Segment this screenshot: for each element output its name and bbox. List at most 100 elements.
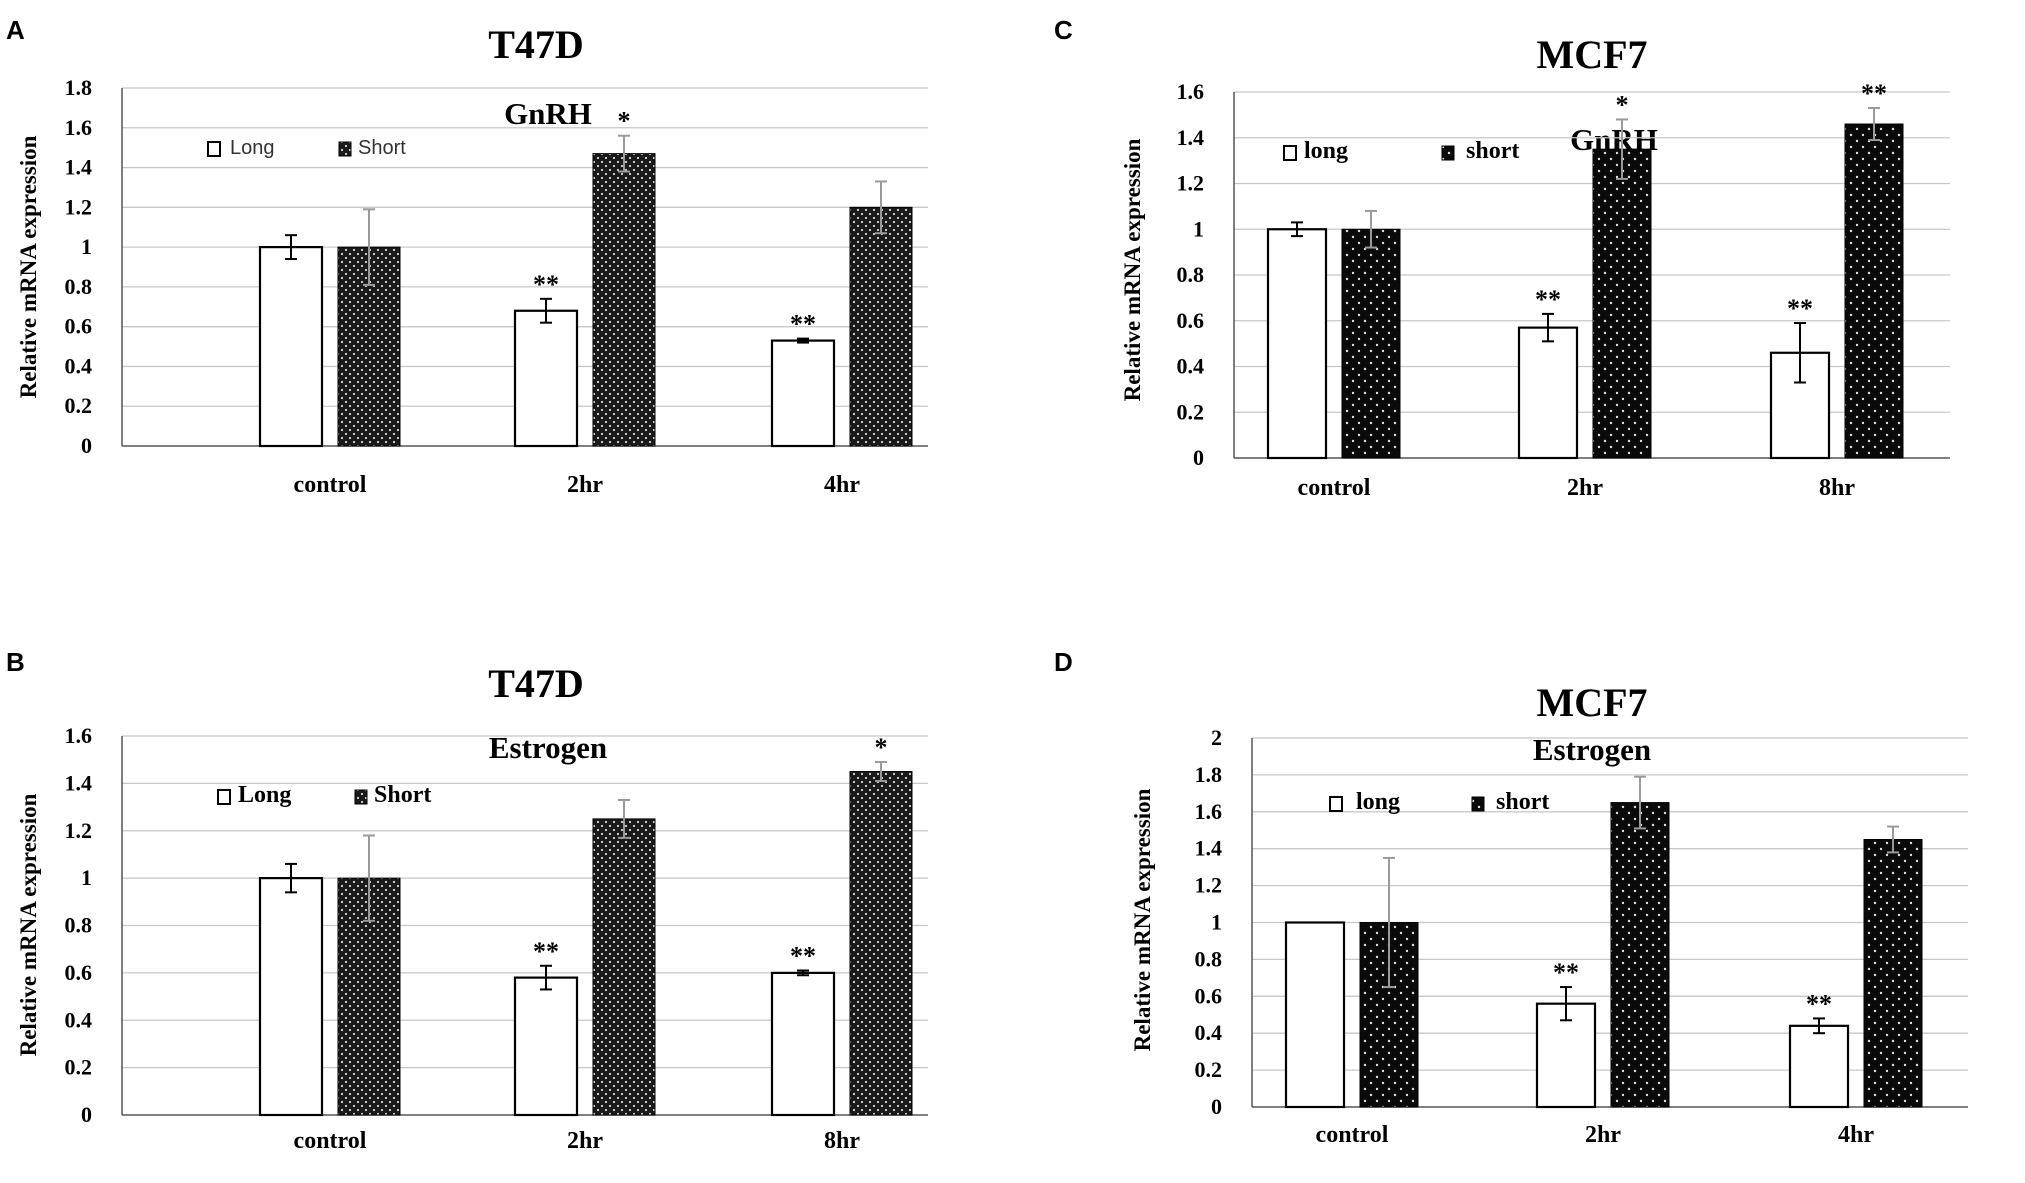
y-tick-label: 0.2: [1195, 1057, 1223, 1082]
significance-marker: **: [1535, 285, 1561, 314]
legend-swatch-short: [354, 789, 368, 805]
bar-long: [1517, 326, 1579, 460]
y-tick-label: 1.2: [1177, 171, 1205, 196]
y-tick-label: 1.6: [65, 115, 93, 140]
y-tick-label: 0.6: [1195, 983, 1223, 1008]
legend-label-long: Long: [238, 782, 291, 808]
bar-long: [770, 971, 836, 1117]
significance-marker: *: [618, 107, 631, 136]
y-tick-label: 1.4: [1177, 125, 1205, 150]
bar-long: [513, 976, 579, 1117]
bar-long: [770, 339, 836, 448]
legend-swatch-long: [1283, 145, 1297, 161]
legend-label-long: Long: [230, 137, 275, 159]
y-tick-label: 0.4: [65, 1007, 93, 1032]
chart-title: T47D: [488, 661, 584, 706]
bar-short: [592, 818, 656, 1116]
x-tick-label: control: [294, 472, 367, 498]
x-tick-label: control: [294, 1128, 367, 1154]
legend-label-short: short: [1466, 138, 1519, 164]
y-axis-label: Relative mRNA expression: [16, 135, 41, 398]
y-tick-label: 0.8: [65, 274, 93, 299]
y-tick-label: 1.4: [65, 770, 93, 795]
y-tick-label: 0.6: [65, 960, 93, 985]
panel-letter: D: [1054, 647, 1073, 677]
chart-panel-d: D MCF7 Estrogen 0 0.2 0.4 0.6 0.8 1 1.2 1.4 1.6 1.8 2…: [1054, 647, 1968, 1148]
y-tick-label: 0.8: [1177, 262, 1205, 287]
panel-letter: B: [6, 647, 25, 677]
panel-letter: C: [1054, 15, 1073, 45]
chart-title: MCF7: [1536, 32, 1647, 77]
bar-short: [849, 771, 913, 1116]
y-axis-label: Relative mRNA expression: [1130, 788, 1155, 1051]
significance-marker: **: [1787, 294, 1813, 323]
y-tick-label: 1.6: [65, 723, 93, 748]
y-tick-label: 0: [1211, 1094, 1222, 1119]
chart-panel-b: B T47D Estrogen 0 0.2 0.4 0.6 0.8 1 1.2 1.4 1.6 Rela…: [6, 647, 928, 1154]
x-tick-label: control: [1316, 1122, 1389, 1148]
chart-subtitle: GnRH: [504, 96, 592, 131]
bar-short: [592, 153, 656, 447]
significance-marker: *: [1616, 90, 1629, 119]
y-tick-label: 1: [1211, 910, 1222, 935]
significance-marker: *: [875, 733, 888, 762]
y-tick-label: 1.4: [65, 155, 93, 180]
legend-swatch-short: [1441, 145, 1455, 161]
y-tick-label: 1.2: [1195, 873, 1223, 898]
legend-label-long: long: [1304, 138, 1348, 164]
chart-panel-a: A T47D GnRH 0 0.2 0.4 0.6 0.8 1 1.2 1.4 1.6 1.8 Relat…: [6, 15, 928, 498]
y-tick-label: 0.4: [1177, 354, 1205, 379]
legend-label-short: Short: [358, 137, 406, 159]
x-tick-label: 8hr: [824, 1128, 860, 1154]
x-tick-label: 4hr: [1838, 1122, 1874, 1148]
y-tick-label: 0: [1193, 445, 1204, 470]
significance-marker: **: [790, 310, 816, 339]
y-tick-label: 1.6: [1177, 79, 1205, 104]
y-tick-label: 1.8: [65, 75, 93, 100]
legend-swatch-long: [207, 141, 221, 157]
chart-title: T47D: [488, 22, 584, 67]
bar-short: [1844, 123, 1904, 459]
y-tick-label: 1: [81, 234, 92, 259]
legend-label-short: short: [1496, 789, 1549, 815]
bar-short: [1610, 802, 1670, 1108]
x-tick-label: 2hr: [567, 472, 603, 498]
y-tick-label: 0.2: [65, 393, 93, 418]
y-tick-label: 0.6: [65, 314, 93, 339]
bar-long: [513, 309, 579, 448]
x-tick-label: control: [1298, 475, 1371, 501]
bar-long: [1788, 1024, 1850, 1109]
x-tick-label: 8hr: [1819, 475, 1855, 501]
bar-short: [849, 206, 913, 447]
bar-long: [258, 246, 324, 448]
bar-long: [1284, 921, 1346, 1109]
y-tick-label: 1: [81, 865, 92, 890]
y-tick-label: 0.2: [65, 1055, 93, 1080]
y-tick-label: 0.6: [1177, 308, 1205, 333]
y-tick-label: 2: [1211, 725, 1222, 750]
y-tick-label: 1.8: [1195, 762, 1223, 787]
bar-long: [258, 877, 324, 1117]
significance-marker: **: [533, 270, 559, 299]
y-axis-label: Relative mRNA expression: [1120, 138, 1145, 401]
chart-subtitle: Estrogen: [1533, 732, 1651, 767]
significance-marker: **: [533, 937, 559, 966]
x-tick-label: 2hr: [1567, 475, 1603, 501]
significance-marker: **: [790, 942, 816, 971]
panel-letter: A: [6, 15, 25, 45]
chart-subtitle: Estrogen: [489, 730, 607, 765]
x-tick-label: 2hr: [567, 1128, 603, 1154]
chart-title: MCF7: [1536, 680, 1647, 725]
y-tick-label: 1.2: [65, 194, 93, 219]
bar-long: [1266, 228, 1328, 460]
x-tick-label: 2hr: [1585, 1122, 1621, 1148]
y-tick-label: 0.8: [65, 913, 93, 938]
y-tick-label: 0.8: [1195, 946, 1223, 971]
legend-swatch-long: [217, 789, 231, 805]
y-tick-label: 1.6: [1195, 799, 1223, 824]
x-tick-label: 4hr: [824, 472, 860, 498]
significance-marker: **: [1553, 958, 1579, 987]
y-tick-label: 0: [81, 433, 92, 458]
y-tick-label: 0: [81, 1102, 92, 1127]
